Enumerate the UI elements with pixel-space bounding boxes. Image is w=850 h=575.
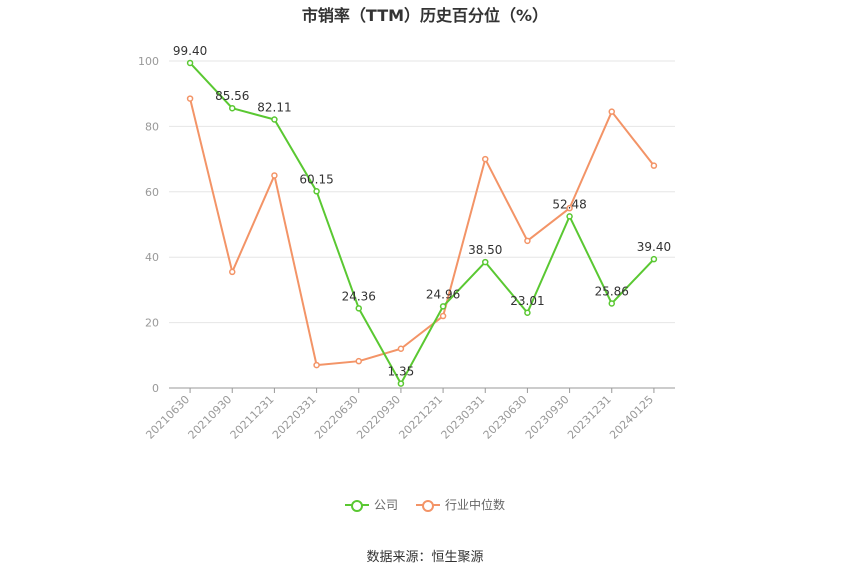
legend: 公司 行业中位数 (0, 496, 850, 513)
data-label: 38.50 (468, 243, 502, 257)
data-label: 24.36 (342, 289, 376, 303)
x-tick-label: 20240125 (607, 393, 656, 442)
x-tick-label: 20230630 (481, 393, 530, 442)
data-point-company (439, 303, 447, 310)
y-tick-label: 0 (152, 382, 159, 395)
x-tick-label: 20221231 (396, 393, 445, 442)
data-source: 数据来源：恒生聚源 (366, 550, 484, 565)
x-tick-label: 20230930 (523, 393, 572, 442)
data-label: 82.11 (257, 101, 291, 115)
data-point-company (313, 188, 320, 195)
data-point-industry-median (482, 155, 489, 163)
data-point-company (482, 258, 489, 266)
data-point-industry-median (650, 162, 658, 169)
data-label: 1.35 (388, 365, 415, 379)
data-label: 99.40 (173, 44, 207, 58)
data-point-industry-median (313, 361, 320, 369)
data-point-industry-median (229, 268, 236, 276)
y-tick-label: 20 (145, 317, 159, 330)
data-point-company (524, 309, 531, 317)
data-point-company (271, 116, 278, 123)
y-tick-label: 80 (145, 120, 159, 133)
legend-line-icon (416, 499, 440, 512)
data-label: 60.15 (299, 172, 333, 186)
x-tick-label: 20230331 (439, 393, 488, 442)
data-point-industry-median (186, 95, 194, 102)
data-point-industry-median (439, 312, 447, 320)
data-point-company (186, 59, 194, 67)
x-tick-label: 20231231 (565, 393, 614, 442)
data-point-industry-median (566, 204, 573, 212)
series-line-company (189, 62, 655, 385)
series-line-industry-median (189, 98, 655, 367)
data-point-industry-median (397, 345, 405, 353)
chart-title: 市销率（TTM）历史百分位（%） (301, 6, 549, 25)
x-tick-label: 20210630 (143, 393, 192, 442)
data-label: 25.86 (595, 284, 629, 298)
data-label: 39.40 (637, 240, 671, 254)
data-label: 23.01 (510, 294, 544, 308)
data-label: 85.56 (215, 89, 249, 103)
legend-label: 公司 (373, 498, 398, 512)
x-tick-label: 20210930 (186, 393, 235, 442)
data-point-company (397, 380, 405, 387)
y-tick-label: 40 (145, 251, 159, 264)
data-point-company (566, 213, 573, 220)
data-point-industry-median (524, 237, 531, 245)
x-tick-label: 20220630 (312, 393, 361, 442)
data-point-industry-median (271, 172, 278, 179)
data-point-company (355, 305, 362, 312)
data-point-industry-median (355, 357, 362, 365)
x-tick-label: 20220331 (270, 393, 319, 442)
legend-line-icon (344, 499, 369, 512)
legend-item-industry-median[interactable]: 行业中位数 (416, 496, 505, 513)
data-point-company (608, 300, 615, 307)
y-tick-label: 100 (138, 55, 159, 68)
x-tick-label: 20211231 (228, 393, 277, 442)
data-point-company (650, 255, 658, 263)
data-label: 52.48 (552, 197, 586, 211)
legend-label: 行业中位数 (445, 498, 506, 512)
legend-item-company[interactable]: 公司 (344, 496, 398, 513)
y-tick-label: 60 (145, 186, 159, 199)
data-point-industry-median (608, 108, 615, 115)
data-label: 24.96 (426, 287, 460, 301)
data-point-company (229, 104, 236, 112)
x-tick-label: 20220930 (354, 393, 403, 442)
